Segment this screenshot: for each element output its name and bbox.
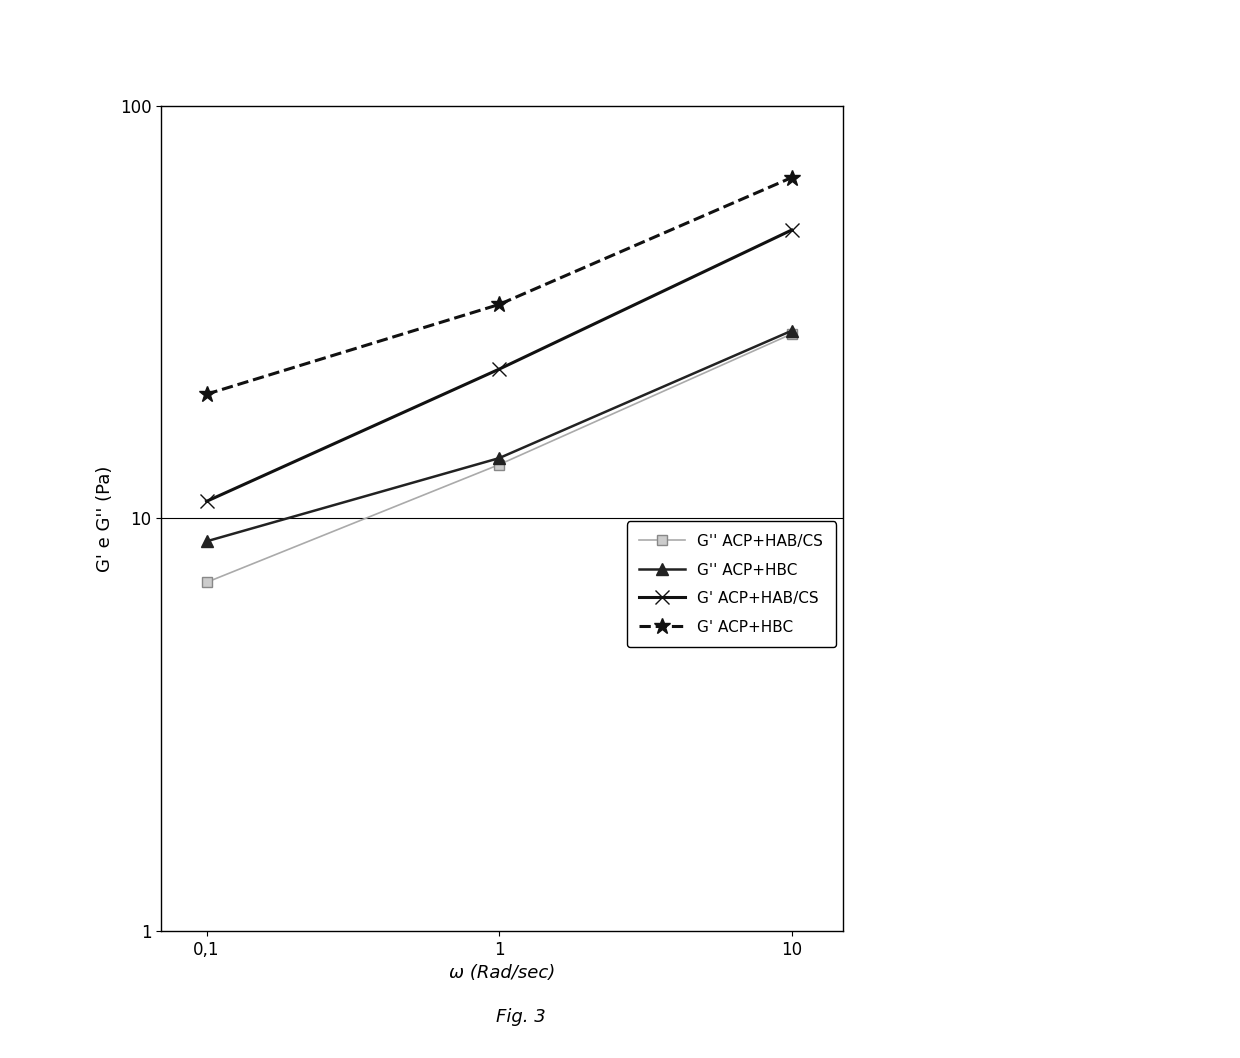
Text: Fig. 3: Fig. 3 — [496, 1008, 546, 1026]
G'' ACP+HAB/CS — [784, 328, 799, 341]
Line: G' ACP+HBC: G' ACP+HBC — [198, 169, 800, 402]
G' ACP+HAB/CS — [492, 363, 507, 376]
Legend: G'' ACP+HAB/CS, G'' ACP+HBC, G' ACP+HAB/CS, G' ACP+HBC: G'' ACP+HAB/CS, G'' ACP+HBC, G' ACP+HAB/… — [627, 522, 836, 647]
G'' ACP+HAB/CS — [492, 458, 507, 471]
G'' ACP+HBC — [200, 535, 215, 548]
Line: G' ACP+HAB/CS: G' ACP+HAB/CS — [200, 223, 799, 508]
Y-axis label: G' e G'' (Pa): G' e G'' (Pa) — [97, 466, 114, 571]
Line: G'' ACP+HAB/CS: G'' ACP+HAB/CS — [202, 329, 796, 587]
Line: G'' ACP+HBC: G'' ACP+HBC — [201, 325, 797, 547]
G' ACP+HBC — [200, 388, 215, 401]
G' ACP+HBC — [784, 171, 799, 184]
G'' ACP+HAB/CS — [200, 576, 215, 588]
G'' ACP+HBC — [784, 325, 799, 338]
G' ACP+HBC — [492, 298, 507, 311]
G'' ACP+HBC — [492, 452, 507, 464]
G' ACP+HAB/CS — [200, 495, 215, 508]
X-axis label: ω (Rad/sec): ω (Rad/sec) — [449, 964, 556, 982]
G' ACP+HAB/CS — [784, 223, 799, 236]
